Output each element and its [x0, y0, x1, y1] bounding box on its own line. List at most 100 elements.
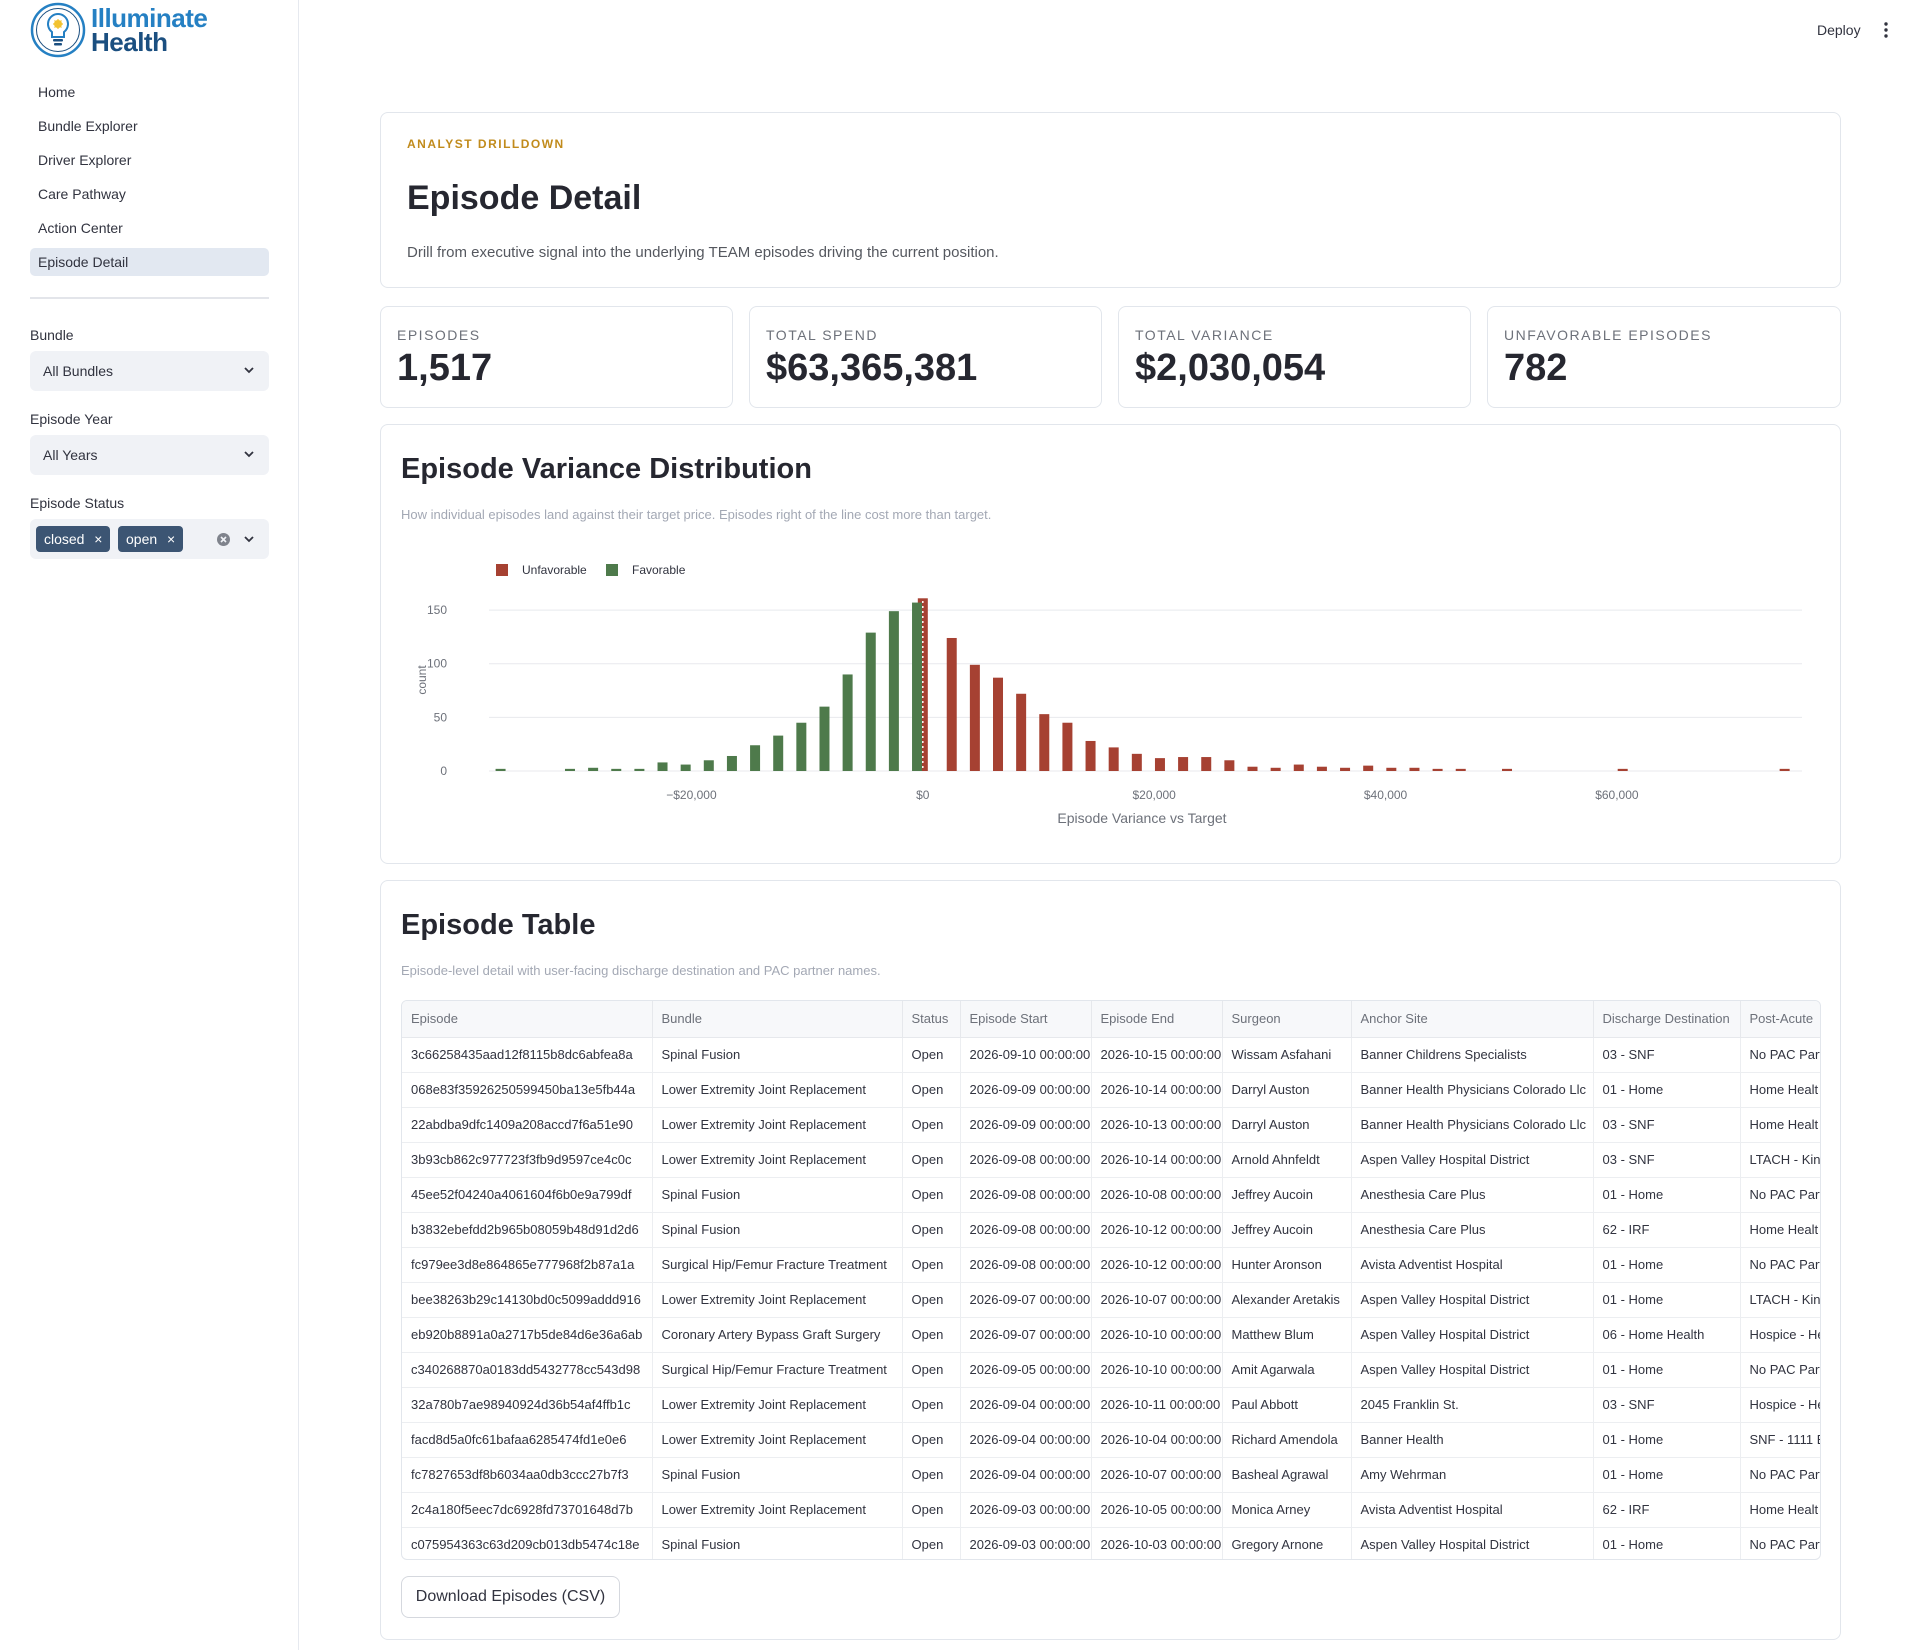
table-cell: Monica Arney [1222, 1492, 1352, 1528]
sidebar-item-action-center[interactable]: Action Center [38, 220, 123, 236]
chart-legend: Unfavorable Favorable [496, 563, 686, 577]
table-cell: 2026-09-04 00:00:00 [960, 1457, 1092, 1493]
column-header[interactable]: Bundle [652, 1001, 903, 1038]
table-row[interactable]: fc7827653df8b6034aa0db3ccc27b7f3 Spinal F… [402, 1457, 1820, 1493]
x-tick-label: $60,000 [1595, 788, 1639, 802]
table-cell: Hunter Aronson [1222, 1247, 1352, 1283]
table-cell: 62 - IRF [1593, 1492, 1741, 1528]
table-cell: 2026-10-10 00:00:00 [1091, 1352, 1223, 1388]
histogram-bar [1062, 722, 1073, 771]
histogram-bar [1154, 758, 1165, 771]
clear-all-icon[interactable] [217, 533, 230, 546]
table-cell: Banner Health Physicians Colorado Llc [1351, 1107, 1594, 1143]
table-body: 3c66258435aad12f8115b8dc6abfea8a Spinal F… [402, 1037, 1820, 1559]
histogram-bar [917, 598, 928, 771]
table-row[interactable]: facd8d5a0fc61bafaa6285474fd1e0e6 Lower Ex… [402, 1422, 1820, 1458]
column-header[interactable]: Status [902, 1001, 961, 1038]
table-cell: 03 - SNF [1593, 1037, 1741, 1073]
table-cell: Open [902, 1142, 961, 1178]
table-cell: Aspen Valley Hospital District [1351, 1142, 1594, 1178]
hero-eyebrow: ANALYST DRILLDOWN [407, 137, 565, 151]
table-cell: Amy Wehrman [1351, 1457, 1594, 1493]
table-cell: 2026-09-08 00:00:00 [960, 1142, 1092, 1178]
sidebar-item-home[interactable]: Home [38, 84, 76, 100]
table-cell: Banner Health [1351, 1422, 1594, 1458]
column-header[interactable]: Anchor Site [1351, 1001, 1594, 1038]
deploy-button[interactable]: Deploy [1817, 22, 1861, 38]
table-row[interactable]: eb920b8891a0a2717b5de84d6e36a6ab Coronary… [402, 1317, 1820, 1353]
table-row[interactable]: 45ee52f04240a4061604f6b0e9a799df Spinal F… [402, 1177, 1820, 1213]
histogram-bar [1617, 768, 1628, 771]
table-cell: Home Healt [1740, 1072, 1820, 1108]
page-subtitle: Drill from executive signal into the und… [407, 244, 999, 261]
table-cell: Open [902, 1457, 961, 1493]
table-row[interactable]: c075954363c63d209cb013db5474c18e Spinal F… [402, 1527, 1820, 1559]
table-row[interactable]: 32a780b7ae98940924d36b54af4ffb1c Lower Ex… [402, 1387, 1820, 1423]
y-tick-label: 150 [427, 603, 447, 617]
column-header[interactable]: Surgeon [1222, 1001, 1352, 1038]
column-header[interactable]: Episode [402, 1001, 653, 1038]
table-row[interactable]: b3832ebefdd2b965b08059b48d91d2d6 Spinal F… [402, 1212, 1820, 1248]
sidebar-item-driver-explorer[interactable]: Driver Explorer [38, 152, 132, 168]
table-cell: Open [902, 1282, 961, 1318]
legend-label[interactable]: Favorable [632, 563, 686, 577]
year-select[interactable]: All Years [30, 435, 269, 475]
column-header[interactable]: Post-Acute [1740, 1001, 1820, 1038]
download-csv-button[interactable]: Download Episodes (CSV) [401, 1576, 620, 1618]
bundle-select[interactable]: All Bundles [30, 351, 269, 391]
table-row[interactable]: c340268870a0183dd5432778cc543d98 Surgical… [402, 1352, 1820, 1388]
table-cell: Open [902, 1352, 961, 1388]
table-row[interactable]: 2c4a180f5eec7dc6928fd73701648d7b Lower Ex… [402, 1492, 1820, 1528]
kebab-menu-icon[interactable] [1880, 20, 1892, 40]
legend-label[interactable]: Unfavorable [522, 563, 587, 577]
distribution-subtitle: How individual episodes land against the… [401, 507, 992, 522]
sidebar-item-care-pathway[interactable]: Care Pathway [38, 186, 126, 202]
kpi-value: 782 [1504, 347, 1568, 389]
table-row[interactable]: fc979ee3d8e864865e777968f2b87a1a Surgical… [402, 1247, 1820, 1283]
table-cell: Banner Childrens Specialists [1351, 1037, 1594, 1073]
episode-table-scroll[interactable]: Episode Bundle Status Episode Start Episode … [401, 1000, 1821, 1560]
sidebar: Illuminate Health Home Bundle Explorer D… [0, 0, 299, 1650]
table-cell: 22abdba9dfc1409a208accd7f6a51e90 [402, 1107, 653, 1143]
table-cell: fc979ee3d8e864865e777968f2b87a1a [402, 1247, 653, 1283]
x-tick-label: $20,000 [1132, 788, 1176, 802]
table-cell: Open [902, 1037, 961, 1073]
table-cell: 2026-10-07 00:00:00 [1091, 1457, 1223, 1493]
x-tick-label: $0 [916, 788, 930, 802]
histogram-bar [750, 745, 761, 771]
chart-gridlines [489, 609, 1802, 772]
table-row[interactable]: 3c66258435aad12f8115b8dc6abfea8a Spinal F… [402, 1037, 1820, 1073]
status-multiselect[interactable]: closed × open × [30, 519, 269, 559]
remove-tag-icon[interactable]: × [166, 531, 176, 547]
table-cell: Anesthesia Care Plus [1351, 1177, 1594, 1213]
table-cell: No PAC Part [1740, 1037, 1820, 1073]
table-cell: Hospice - He [1740, 1317, 1820, 1353]
table-row[interactable]: 22abdba9dfc1409a208accd7f6a51e90 Lower Ex… [402, 1107, 1820, 1143]
year-select-value: All Years [43, 447, 98, 463]
column-header[interactable]: Episode Start [960, 1001, 1092, 1038]
histogram-bar [865, 632, 876, 771]
table-row[interactable]: bee38263b29c14130bd0c5099addd916 Lower Ex… [402, 1282, 1820, 1318]
table-cell: Surgical Hip/Femur Fracture Treatment [652, 1247, 903, 1283]
kpi-card-total-spend: TOTAL SPEND $63,365,381 [749, 306, 1102, 408]
column-header[interactable]: Episode End [1091, 1001, 1223, 1038]
kpi-label: TOTAL SPEND [766, 327, 878, 343]
chart-bars [495, 591, 1790, 771]
table-cell: 2026-09-07 00:00:00 [960, 1282, 1092, 1318]
histogram-bar [946, 637, 957, 771]
brand-logo[interactable]: Illuminate Health [30, 2, 208, 58]
year-filter-label: Episode Year [30, 411, 113, 427]
column-header[interactable]: Discharge Destination [1593, 1001, 1741, 1038]
table-row[interactable]: 3b93cb862c977723f3fb9d9597ce4c0c Lower Ex… [402, 1142, 1820, 1178]
chevron-down-icon[interactable] [241, 531, 257, 547]
kpi-label: EPISODES [397, 327, 481, 343]
sidebar-item-episode-detail[interactable]: Episode Detail [30, 248, 269, 276]
status-tag-open: open × [118, 526, 184, 552]
table-row[interactable]: 068e83f35926250599450ba13e5fb44a Lower Ex… [402, 1072, 1820, 1108]
table-cell: No PAC Part [1740, 1457, 1820, 1493]
remove-tag-icon[interactable]: × [94, 531, 103, 547]
sidebar-item-bundle-explorer[interactable]: Bundle Explorer [38, 118, 138, 134]
table-cell: 3c66258435aad12f8115b8dc6abfea8a [402, 1037, 653, 1073]
table-cell: No PAC Part [1740, 1177, 1820, 1213]
table-cell: Aspen Valley Hospital District [1351, 1527, 1594, 1559]
